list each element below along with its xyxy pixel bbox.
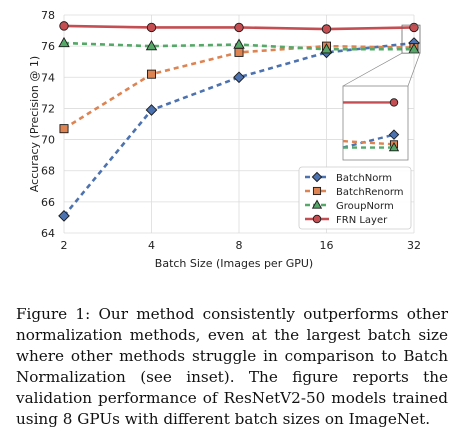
y-tick-label: 74 — [41, 71, 55, 84]
inset-indicator — [342, 24, 421, 87]
data-point — [321, 24, 332, 34]
y-tick-label: 72 — [41, 102, 55, 115]
legend-label: FRN Layer — [336, 215, 388, 226]
data-point — [145, 40, 158, 51]
data-point — [146, 69, 157, 79]
zoom-box — [401, 24, 421, 54]
data-point — [146, 22, 157, 33]
inset-series-batchnorm — [342, 129, 400, 149]
data-point — [59, 21, 69, 31]
x-tick-label: 16 — [320, 239, 334, 252]
legend-marker — [311, 199, 323, 209]
legend-entry: BatchNorm — [305, 171, 392, 184]
inset-data-point — [388, 142, 400, 152]
x-axis-ticks: 2 4 8 16 32 — [61, 239, 422, 252]
legend-entry: BatchRenorm — [305, 186, 404, 198]
data-point — [145, 104, 158, 116]
legend-marker — [312, 214, 322, 224]
inset-data-point — [389, 98, 399, 107]
series-layer — [58, 21, 420, 222]
legend: BatchNorm BatchRenorm GroupNorm FRN Layer — [298, 166, 412, 230]
y-tick-label: 64 — [41, 227, 55, 240]
data-point — [58, 210, 70, 222]
series-groupnorm — [58, 36, 420, 54]
data-point — [320, 43, 333, 54]
zoom-connector — [407, 53, 421, 87]
figure-caption: Figure 1: Our method consistently outper… — [16, 305, 448, 428]
legend-label: BatchRenorm — [336, 187, 404, 198]
x-tick-label: 2 — [61, 239, 68, 252]
series-frn-layer — [59, 21, 419, 34]
legend-box — [298, 166, 412, 230]
x-tick-label: 8 — [236, 239, 243, 252]
y-axis-label: Accuracy (Precision @ 1) — [28, 56, 41, 192]
legend-marker — [312, 186, 322, 196]
y-tick-label: 68 — [41, 165, 55, 178]
x-tick-label: 4 — [148, 239, 155, 252]
legend-entry: GroupNorm — [305, 199, 394, 212]
y-tick-label: 66 — [41, 196, 55, 209]
data-point — [409, 22, 419, 33]
y-tick-label: 76 — [41, 40, 55, 53]
inset-frame — [342, 85, 409, 161]
data-point — [58, 36, 70, 48]
inset-series-groupnorm — [343, 142, 400, 152]
data-point — [233, 71, 245, 84]
legend-entry: FRN Layer — [305, 214, 388, 226]
data-point — [234, 22, 244, 33]
zoom-connector — [342, 52, 403, 87]
data-point — [59, 124, 69, 134]
x-tick-label: 32 — [407, 239, 421, 252]
x-axis-label: Batch Size (Images per GPU) — [155, 257, 313, 270]
inset-series-frn-layer — [343, 98, 399, 107]
legend-label: GroupNorm — [336, 201, 394, 212]
y-tick-label: 70 — [41, 134, 55, 147]
data-point — [233, 38, 245, 49]
data-point — [234, 47, 244, 57]
legend-marker — [311, 171, 323, 183]
inset-panel — [342, 85, 409, 161]
legend-label: BatchNorm — [336, 173, 392, 184]
y-tick-label: 78 — [41, 9, 55, 22]
y-axis-ticks: 64 66 68 70 72 74 76 78 — [41, 9, 55, 240]
inset-data-point — [388, 129, 400, 140]
accuracy-chart: 64 66 68 70 72 74 76 78 2 4 8 16 32 BatchNorm BatchR… — [28, 9, 422, 270]
